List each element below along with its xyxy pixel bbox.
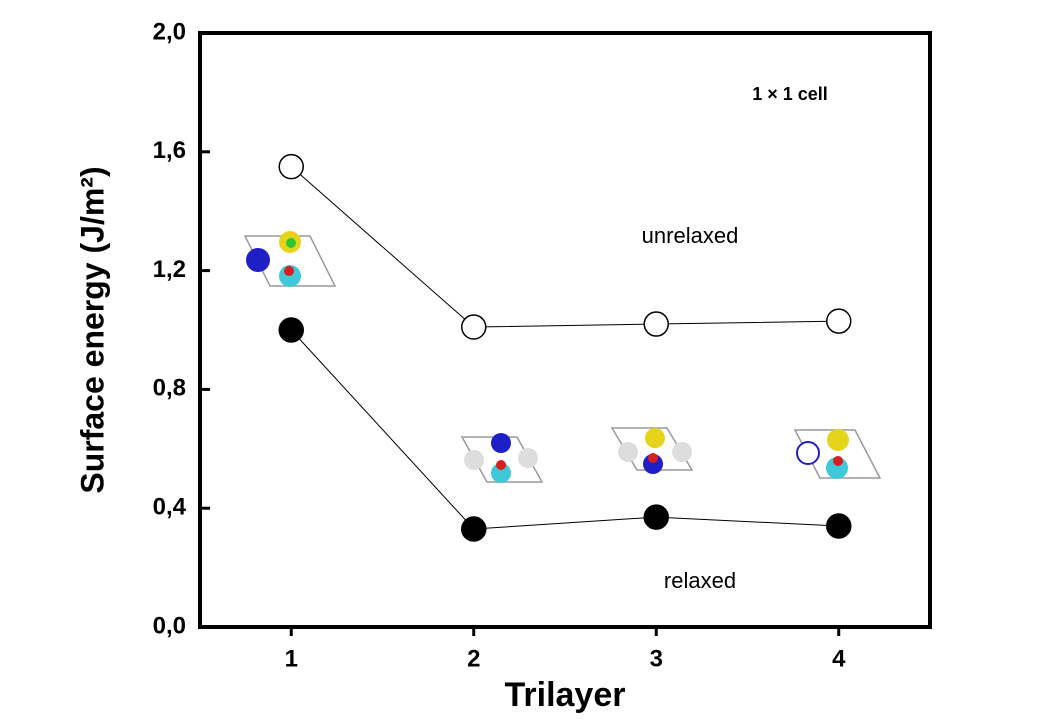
x-tick-label: 1 xyxy=(285,645,298,672)
data-point xyxy=(644,505,668,529)
x-tick-label: 3 xyxy=(650,645,663,672)
y-tick-label: 0,0 xyxy=(153,612,186,639)
y-tick-label: 0,8 xyxy=(153,375,186,402)
page: {"chart_data": {"type": "line", "x_label… xyxy=(0,0,1057,724)
annotation: 1 × 1 cell xyxy=(752,84,828,104)
data-point xyxy=(827,514,851,538)
data-point xyxy=(462,517,486,541)
x-tick-label: 4 xyxy=(832,645,846,672)
y-tick-label: 1,2 xyxy=(153,256,186,283)
x-tick-label: 2 xyxy=(467,645,480,672)
y-axis-title: Surface energy (J/m²) xyxy=(74,166,110,493)
y-tick-label: 2,0 xyxy=(153,18,186,45)
y-tick-label: 1,6 xyxy=(153,137,186,164)
series-label: unrelaxed xyxy=(642,223,739,248)
data-point xyxy=(279,318,303,342)
data-point xyxy=(827,309,851,333)
data-point xyxy=(462,315,486,339)
y-tick-label: 0,4 xyxy=(153,494,187,521)
data-point xyxy=(644,312,668,336)
chart: 1 × 1 cell unrelaxed relaxed Trilayer Su… xyxy=(0,0,1057,719)
background xyxy=(0,0,1057,719)
data-point xyxy=(279,155,303,179)
series-label: relaxed xyxy=(664,568,736,593)
x-axis-title: Trilayer xyxy=(505,676,626,714)
